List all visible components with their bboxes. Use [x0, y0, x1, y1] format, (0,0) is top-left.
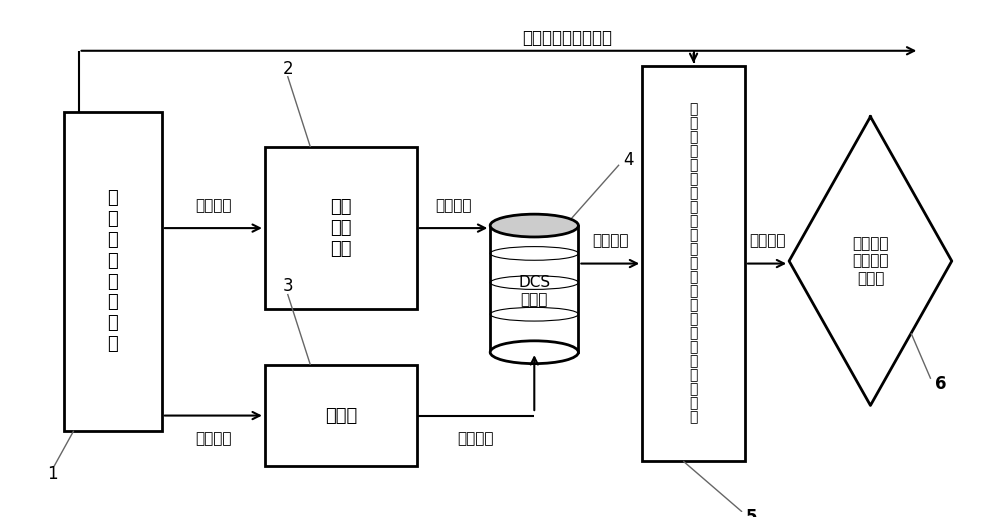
- Text: 1: 1: [47, 465, 57, 483]
- FancyBboxPatch shape: [642, 66, 745, 461]
- Text: 操作变量: 操作变量: [457, 431, 494, 446]
- FancyBboxPatch shape: [490, 225, 578, 352]
- FancyBboxPatch shape: [265, 365, 417, 466]
- Text: 3: 3: [282, 277, 293, 295]
- Text: 易测变量: 易测变量: [435, 198, 472, 213]
- Ellipse shape: [490, 341, 578, 363]
- Text: 一
种
在
线
校
正
混
沌
群
智
能
最
优
丙
烯
聚
合
过
程
测
量
仪
表: 一 种 在 线 校 正 混 沌 群 智 能 最 优 丙 烯 聚 合 过 程 测 …: [689, 102, 698, 424]
- Text: 2: 2: [282, 59, 293, 78]
- Text: 现场
智能
仪表: 现场 智能 仪表: [330, 199, 352, 258]
- Text: 5: 5: [746, 508, 758, 517]
- Text: 6: 6: [935, 375, 946, 393]
- Text: DCS
数据库: DCS 数据库: [518, 275, 550, 308]
- Polygon shape: [789, 117, 952, 405]
- Text: 熔融指数
软测量值
显示仪: 熔融指数 软测量值 显示仪: [852, 236, 889, 286]
- Text: 熔融指数离线化验值: 熔融指数离线化验值: [523, 29, 613, 47]
- Text: 丙
烯
聚
合
生
产
过
程: 丙 烯 聚 合 生 产 过 程: [108, 189, 118, 353]
- Text: 易测变量: 易测变量: [195, 198, 232, 213]
- Text: 4: 4: [624, 150, 634, 169]
- FancyBboxPatch shape: [64, 112, 162, 431]
- Text: 操作变量: 操作变量: [195, 431, 232, 446]
- FancyBboxPatch shape: [265, 147, 417, 309]
- Text: 控制站: 控制站: [325, 406, 357, 424]
- Text: 模型输出: 模型输出: [749, 233, 785, 248]
- Text: 模型输入: 模型输入: [592, 233, 629, 248]
- Ellipse shape: [490, 214, 578, 237]
